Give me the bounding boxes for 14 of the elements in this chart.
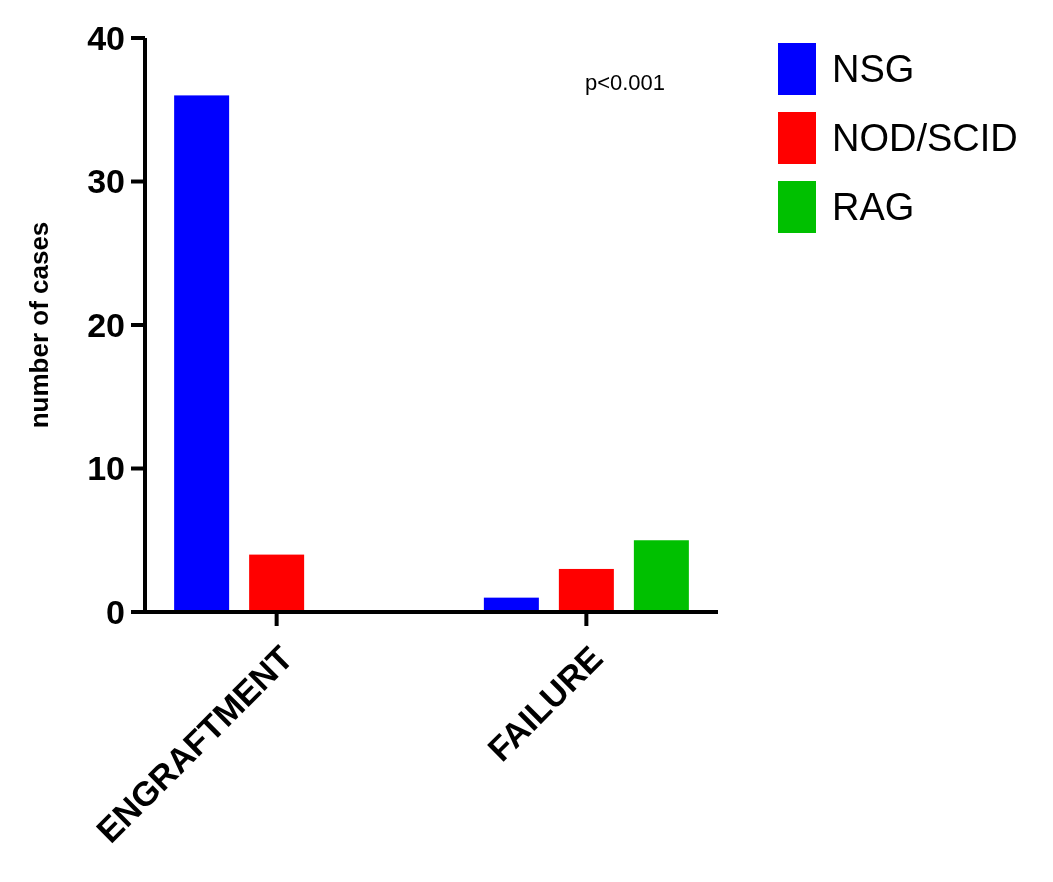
- legend-label: NSG: [832, 48, 915, 91]
- legend-label: NOD/SCID: [832, 117, 1018, 160]
- y-tick-label: 40: [87, 18, 125, 57]
- y-tick-label: 10: [87, 449, 125, 488]
- bar: [174, 95, 230, 612]
- y-tick-label: 30: [87, 162, 125, 201]
- bar: [558, 568, 614, 612]
- y-axis-title: number of cases: [24, 221, 54, 429]
- bar: [249, 554, 305, 612]
- y-tick-label: 20: [87, 305, 125, 344]
- legend-label: RAG: [832, 186, 915, 229]
- annotation: p<0.001: [584, 70, 666, 95]
- bar: [633, 540, 689, 612]
- y-tick-label: 0: [106, 592, 125, 631]
